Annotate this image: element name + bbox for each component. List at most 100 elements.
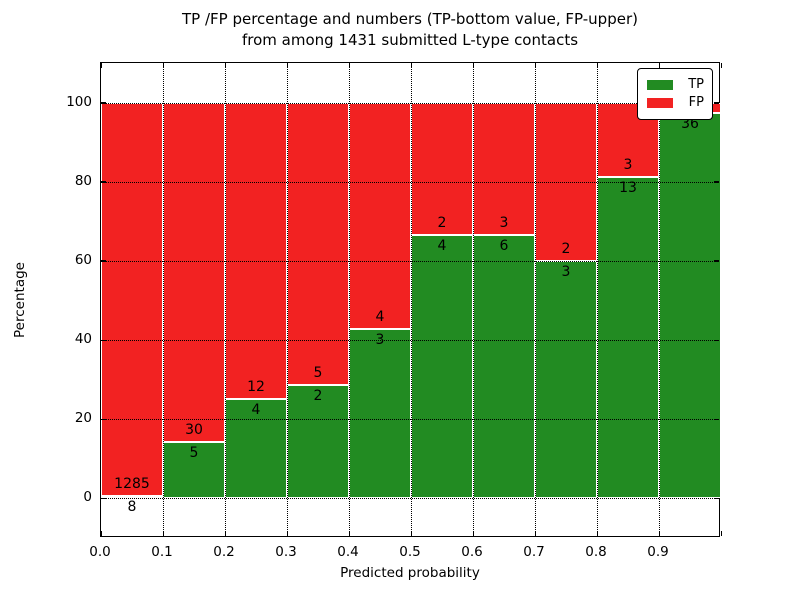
y-tick-mark	[101, 102, 106, 104]
y-tick-mark	[714, 260, 719, 262]
tp-count-label: 3	[561, 263, 571, 280]
y-tick-mark	[101, 339, 106, 342]
tp-bar-segment	[597, 176, 659, 499]
fp-count-label: 3	[499, 214, 509, 231]
x-tick-label: 0.7	[523, 544, 545, 560]
tp-count-label: 6	[499, 237, 509, 254]
fp-count-label: 4	[375, 308, 385, 325]
tp-bar-segment	[349, 328, 411, 499]
x-tick-mark	[100, 63, 102, 68]
x-tick-label: 0.6	[461, 544, 483, 560]
x-tick-mark	[534, 63, 536, 68]
y-tick-mark	[101, 418, 106, 421]
tp-count-label: 13	[619, 179, 637, 196]
x-tick-mark	[658, 531, 660, 536]
tp-count-label: 4	[437, 237, 447, 254]
gridline	[411, 63, 412, 536]
gridline	[101, 498, 719, 500]
x-tick-mark	[162, 531, 164, 536]
fp-count-label: 5	[313, 365, 323, 382]
x-axis-label: Predicted probability	[340, 565, 480, 581]
tp-bar-segment	[659, 113, 721, 499]
x-tick-mark	[286, 531, 288, 536]
fp-count-label: 12	[247, 379, 265, 396]
y-tick-label: 100	[66, 93, 92, 110]
fp-count-label: 30	[185, 421, 203, 438]
fp-bar-segment	[411, 102, 473, 235]
gridline	[287, 63, 288, 536]
x-tick-mark	[224, 63, 226, 68]
y-tick-label: 60	[74, 251, 92, 268]
legend-label-fp: FP	[688, 95, 704, 110]
gridline	[101, 181, 719, 183]
legend-item-tp: TP	[647, 77, 704, 93]
y-tick-mark	[101, 181, 106, 183]
fp-count-label: 2	[437, 214, 447, 231]
y-tick-mark	[101, 260, 106, 262]
tp-count-label: 3	[375, 331, 385, 348]
gridline	[535, 63, 536, 536]
gridline	[659, 63, 660, 536]
x-tick-label: 0.1	[151, 544, 173, 560]
fp-count-label: 1285	[114, 475, 150, 492]
tp-bar-segment	[101, 495, 163, 499]
x-tick-mark	[472, 63, 474, 68]
x-tick-mark	[100, 531, 102, 536]
x-tick-label: 0.4	[337, 544, 359, 560]
fp-count-label: 2	[561, 240, 571, 257]
y-tick-label: 80	[74, 172, 92, 189]
gridline	[597, 63, 598, 536]
chart-title: TP /FP percentage and numbers (TP-bottom…	[100, 9, 720, 51]
x-tick-mark	[348, 531, 350, 536]
chart-title-line2: from among 1431 submitted L-type contact…	[241, 31, 579, 49]
y-tick-mark	[714, 497, 719, 500]
fp-bar-segment	[163, 102, 225, 442]
legend-label-tp: TP	[688, 77, 704, 92]
x-tick-label: 0.3	[275, 544, 297, 560]
chart-title-line1: TP /FP percentage and numbers (TP-bottom…	[182, 10, 638, 28]
tp-bar-segment	[473, 234, 535, 499]
gridline	[101, 340, 719, 342]
x-tick-mark	[224, 531, 226, 536]
plot-area: 1285 8 30 5 12 4 5 2 4 3 2 4 3 6 2 3 3 13 36	[100, 62, 722, 537]
y-tick-label: 0	[83, 489, 92, 506]
y-tick-mark	[714, 339, 719, 342]
y-tick-label: 20	[74, 410, 92, 427]
x-tick-label: 0.2	[213, 544, 235, 560]
legend-item-fp: FP	[647, 95, 704, 111]
gridline	[163, 63, 164, 536]
x-tick-mark	[472, 531, 474, 536]
x-tick-mark	[720, 531, 722, 536]
x-tick-label: 0.8	[585, 544, 607, 560]
gridline	[473, 63, 474, 536]
y-tick-mark	[101, 497, 106, 500]
gridline	[349, 63, 350, 536]
fp-swatch-icon	[647, 98, 673, 108]
x-tick-mark	[534, 531, 536, 536]
fp-bar-segment	[225, 102, 287, 400]
tp-count-label: 36	[681, 116, 699, 133]
x-tick-mark	[720, 63, 722, 68]
tp-bar-segment	[535, 260, 597, 499]
tp-swatch-icon	[647, 80, 673, 90]
x-tick-mark	[162, 63, 164, 68]
tp-bar-segment	[163, 441, 225, 499]
x-tick-mark	[348, 63, 350, 68]
tp-count-label: 5	[189, 444, 199, 461]
tp-count-label: 8	[127, 498, 137, 515]
fp-bar-segment	[349, 102, 411, 329]
x-tick-mark	[596, 531, 598, 536]
y-tick-mark	[714, 102, 719, 104]
fp-bar-segment	[101, 102, 163, 496]
tp-count-label: 4	[251, 402, 261, 419]
x-tick-mark	[658, 63, 660, 68]
x-tick-mark	[286, 63, 288, 68]
y-tick-label: 40	[74, 331, 92, 348]
legend: TP FP	[637, 68, 713, 120]
x-tick-mark	[410, 63, 412, 68]
x-tick-label: 0.9	[647, 544, 669, 560]
gridline	[101, 102, 719, 104]
tp-bar-segment	[411, 234, 473, 499]
fp-bar-segment	[535, 102, 597, 261]
